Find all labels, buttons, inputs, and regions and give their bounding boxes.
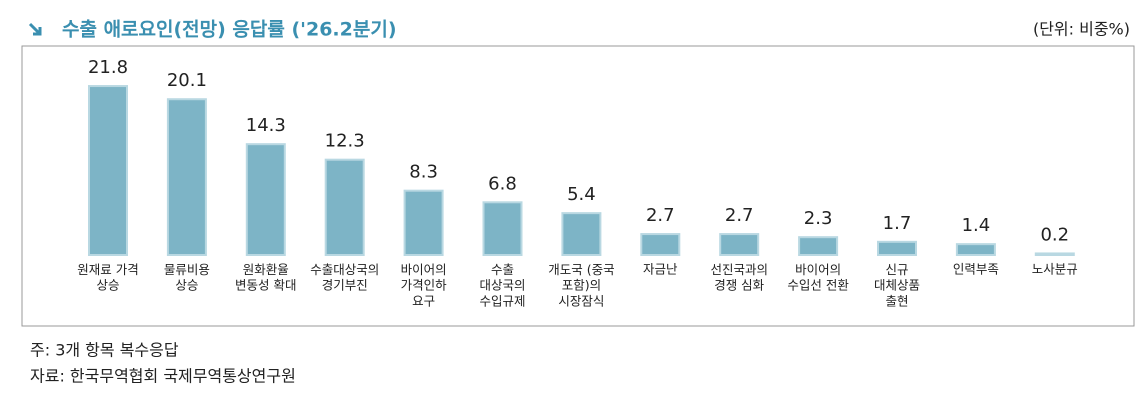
bar — [166, 98, 207, 256]
bar — [955, 243, 996, 256]
value-label: 2.3 — [804, 208, 833, 229]
value-label: 14.3 — [246, 115, 286, 136]
value-label: 1.7 — [883, 213, 912, 234]
bar — [324, 158, 365, 256]
bar — [1034, 252, 1075, 256]
value-label: 1.4 — [962, 215, 991, 236]
note: 주: 3개 항목 복수응답 — [30, 341, 179, 360]
source: 자료: 한국무역협회 국제무역통상연구원 — [30, 367, 296, 386]
plot-frame — [21, 45, 1135, 327]
x-tick-label: 원재료 가격 상승 — [77, 262, 138, 293]
x-tick-label: 바이어의 수입선 전환 — [787, 262, 849, 293]
bar — [640, 233, 681, 256]
unit-label: (단위: 비중%) — [1033, 20, 1130, 39]
x-tick-label: 수출 대상국의 수입규제 — [479, 262, 525, 308]
x-tick-label: 물류비용 상승 — [164, 262, 210, 293]
title-icon — [28, 22, 42, 36]
bar — [403, 189, 444, 256]
value-label: 21.8 — [88, 57, 128, 78]
bar — [482, 201, 523, 257]
bar — [798, 236, 839, 257]
value-label: 2.7 — [646, 205, 675, 226]
x-tick-label: 인력부족 — [953, 262, 999, 277]
x-tick-label: 수출대상국의 경기부진 — [310, 262, 379, 293]
value-label: 12.3 — [325, 131, 365, 152]
x-tick-label: 자금난 — [643, 262, 678, 277]
value-label: 6.8 — [488, 173, 517, 194]
bar — [245, 143, 286, 256]
x-tick-label: 바이어의 가격인하 요구 — [401, 262, 448, 308]
value-label: 2.7 — [725, 205, 754, 226]
value-label: 8.3 — [409, 162, 438, 183]
x-tick-label: 노사분규 — [1032, 262, 1078, 277]
x-tick-label: 선진국과의 경쟁 심화 — [710, 262, 768, 293]
bar — [561, 212, 602, 256]
x-tick-label: 원화환율 변동성 확대 — [235, 262, 296, 293]
x-tick-label: 개도국 (중국 포함)의 시장잠식 — [548, 262, 614, 308]
bar — [719, 233, 760, 256]
bar — [88, 85, 128, 256]
x-tick-label: 신규 대체상품 출현 — [874, 262, 920, 308]
chart-title: 수출 애로요인(전망) 응답률 ('26.2분기) — [62, 19, 397, 41]
value-label: 20.1 — [167, 70, 207, 91]
bar — [877, 240, 917, 256]
value-label: 0.2 — [1040, 224, 1069, 245]
value-label: 5.4 — [567, 184, 596, 205]
